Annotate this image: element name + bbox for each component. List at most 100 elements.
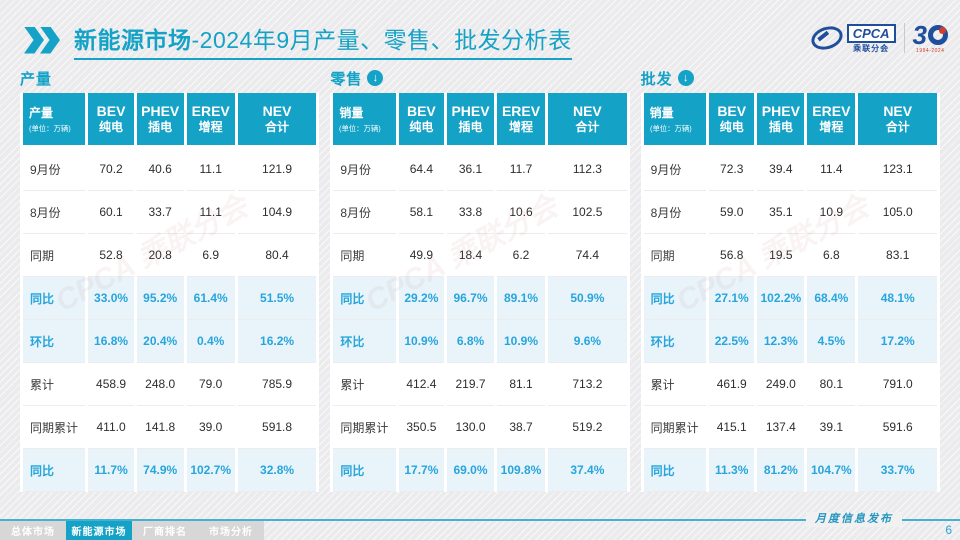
data-cell: 109.8%: [496, 449, 546, 492]
data-cell: 10.9%: [496, 320, 546, 363]
column-header: PHEV 插电: [136, 93, 184, 148]
column-header-zh: 插电: [148, 120, 173, 135]
row-label: 累计: [643, 363, 706, 406]
column-header-zh: 插电: [458, 120, 483, 135]
logo-area: CPCA 乘联分会 3 1994-2024: [808, 22, 948, 54]
footer-tab[interactable]: 新能源市场: [66, 521, 132, 540]
table-row: 环比 22.5% 12.3% 4.5% 17.2%: [643, 320, 937, 363]
row-label: 累计: [333, 363, 396, 406]
data-cell: 102.5: [548, 191, 627, 234]
table-row: 同比 27.1% 102.2% 68.4% 48.1%: [643, 277, 937, 320]
column-header: EREV 增程: [807, 93, 856, 148]
column-header-zh: 合计: [265, 120, 290, 135]
table-row: 8月份 59.0 35.1 10.9 105.0: [643, 191, 937, 234]
column-header: BEV 纯电: [88, 93, 134, 148]
data-cell: 16.2%: [237, 320, 317, 363]
data-cell: 50.9%: [548, 277, 627, 320]
data-cell: 0.4%: [186, 320, 235, 363]
data-cell: 112.3: [548, 148, 627, 191]
row-label: 9月份: [643, 148, 706, 191]
row-label: 同期: [643, 234, 706, 277]
table-row: 同期 56.8 19.5 6.8 83.1: [643, 234, 937, 277]
column-header-zh: 增程: [509, 120, 534, 135]
data-cell: 130.0: [447, 406, 494, 449]
data-cell: 137.4: [757, 406, 805, 449]
data-cell: 141.8: [136, 406, 184, 449]
column-header-en: NEV: [262, 102, 292, 119]
data-cell: 56.8: [709, 234, 755, 277]
data-cell: 248.0: [136, 363, 184, 406]
column-header-zh: 合计: [575, 120, 600, 135]
data-cell: 80.1: [807, 363, 856, 406]
cpca-logo-text: CPCA 乘联分会: [846, 23, 896, 53]
data-cell: 9.6%: [548, 320, 627, 363]
data-cell: 17.7%: [398, 449, 445, 492]
data-cell: 69.0%: [447, 449, 494, 492]
data-cell: 6.8%: [447, 320, 494, 363]
data-cell: 6.2: [496, 234, 546, 277]
data-cell: 10.6: [496, 191, 546, 234]
table-section: 批发 ↓ CPCA 乘联分会 销量 (单位：万辆) BEV纯电PHEV插电ERE…: [640, 68, 940, 492]
section-header: 零售 ↓: [330, 68, 629, 88]
corner-unit: (单位：万辆): [29, 124, 71, 133]
table-section: 产量 ↓ CPCA 乘联分会 产量 (单位：万辆) BEV纯电PHEV插电ERE…: [20, 68, 320, 492]
row-label: 同期累计: [333, 406, 396, 449]
sections-row: 产量 ↓ CPCA 乘联分会 产量 (单位：万辆) BEV纯电PHEV插电ERE…: [20, 68, 940, 492]
logo-divider: [903, 23, 905, 53]
row-label: 8月份: [23, 191, 86, 234]
row-label: 同比: [23, 449, 86, 492]
table-row: 同比 11.7% 74.9% 102.7% 32.8%: [23, 449, 317, 492]
page-number: 6: [945, 523, 952, 537]
footer-tab[interactable]: 厂商排名: [132, 521, 198, 540]
column-header-zh: 插电: [768, 120, 793, 135]
data-cell: 64.4: [398, 148, 445, 191]
table-section: 零售 ↓ CPCA 乘联分会 销量 (单位：万辆) BEV纯电PHEV插电ERE…: [330, 68, 630, 492]
table-row: 累计 461.9 249.0 80.1 791.0: [643, 363, 937, 406]
table-row: 同期 52.8 20.8 6.9 80.4: [23, 234, 317, 277]
data-cell: 37.4%: [548, 449, 627, 492]
data-cell: 72.3: [709, 148, 755, 191]
column-header: EREV 增程: [186, 93, 235, 148]
data-cell: 27.1%: [709, 277, 755, 320]
release-label: 月度信息发布: [806, 512, 902, 527]
footer-tab[interactable]: 市场分析: [198, 521, 264, 540]
data-cell: 412.4: [398, 363, 445, 406]
footer-tab[interactable]: 总体市场: [0, 521, 66, 540]
row-label: 同期累计: [23, 406, 86, 449]
row-label: 同期累计: [643, 406, 706, 449]
data-cell: 40.6: [136, 148, 184, 191]
data-cell: 51.5%: [237, 277, 317, 320]
data-cell: 11.7%: [88, 449, 134, 492]
data-cell: 415.1: [709, 406, 755, 449]
data-cell: 68.4%: [807, 277, 856, 320]
section-label: 零售: [330, 70, 363, 88]
data-cell: 458.9: [88, 363, 134, 406]
data-cell: 104.9: [237, 191, 317, 234]
data-cell: 58.1: [398, 191, 445, 234]
section-header: 批发 ↓: [641, 68, 940, 88]
row-label: 累计: [23, 363, 86, 406]
cpca-wordmark: CPCA: [846, 23, 896, 43]
column-header: PHEV 插电: [447, 93, 494, 148]
data-cell: 123.1: [858, 148, 937, 191]
table-row: 9月份 64.4 36.1 11.7 112.3: [333, 148, 627, 191]
data-cell: 33.8: [447, 191, 494, 234]
data-cell: 19.5: [757, 234, 805, 277]
column-header-en: PHEV: [141, 102, 180, 119]
data-cell: 12.3%: [757, 320, 805, 363]
data-cell: 4.5%: [807, 320, 856, 363]
cpca-subtitle: 乘联分会: [853, 43, 890, 53]
slide-header: 新能源市场-2024年9月产量、零售、批发分析表: [24, 22, 572, 60]
section-label: 产量: [20, 70, 53, 88]
data-cell: 6.9: [186, 234, 235, 277]
column-header-zh: 增程: [819, 120, 844, 135]
column-header-en: BEV: [96, 102, 126, 119]
column-header-en: PHEV: [761, 102, 800, 119]
data-cell: 39.0: [186, 406, 235, 449]
column-header: NEV 合计: [237, 93, 317, 148]
row-label: 同期: [23, 234, 86, 277]
column-header-en: BEV: [406, 102, 436, 119]
column-header: PHEV 插电: [757, 93, 805, 148]
section-label: 批发: [640, 70, 673, 88]
data-cell: 121.9: [237, 148, 317, 191]
